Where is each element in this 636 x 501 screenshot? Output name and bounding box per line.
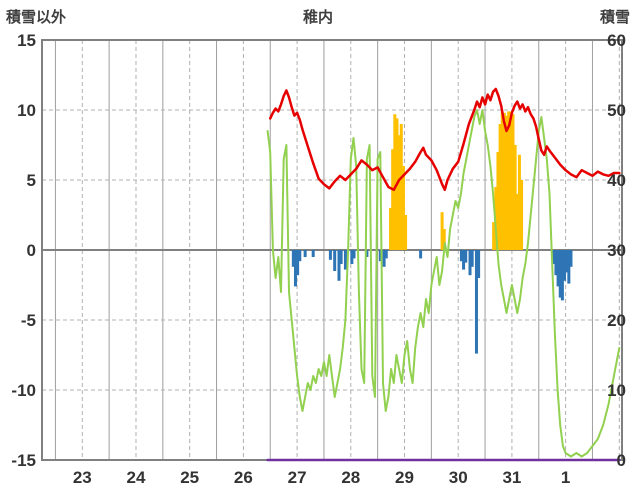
right-axis-tick: 0 [617, 451, 626, 470]
orange-bars-bar [440, 212, 444, 250]
x-axis-tick: 26 [234, 468, 253, 487]
orange-bars-bar [502, 112, 506, 250]
orange-bars-bar [507, 111, 511, 251]
left-axis-tick: 15 [17, 31, 36, 50]
right-axis-tick: 40 [607, 171, 626, 190]
blue-bars-bar [328, 250, 332, 260]
orange-bars-bar [520, 180, 524, 250]
chart-title: 稚内 [303, 8, 333, 26]
blue-bars-series [291, 250, 573, 354]
blue-bars-bar [365, 250, 369, 257]
x-axis-tick: 1 [561, 468, 570, 487]
blue-bars-bar [464, 250, 468, 263]
right-axis-tick: 20 [607, 311, 626, 330]
blue-bars-bar [378, 250, 382, 262]
blue-bars-bar [419, 250, 423, 259]
blue-bars-bar [569, 250, 573, 267]
left-axis-tick: 0 [27, 241, 36, 260]
x-axis-tick: 30 [449, 468, 468, 487]
x-axis-tick: 29 [395, 468, 414, 487]
blue-bars-bar [565, 250, 569, 273]
blue-bars-bar [291, 250, 295, 267]
blue-bars-bar [459, 250, 463, 262]
blue-bars-bar [477, 250, 481, 278]
x-axis-tick: 24 [127, 468, 146, 487]
left-axis-tick: 5 [27, 171, 36, 190]
orange-bars-bar [496, 152, 500, 250]
orange-bars-bar [404, 215, 408, 250]
orange-bars-bar [513, 145, 517, 250]
blue-bars-bar [563, 250, 567, 281]
blue-bars-bar [333, 250, 337, 271]
left-axis-title: 積雪以外 [5, 8, 66, 26]
blue-bars-bar [554, 250, 558, 276]
x-axis-tick: 27 [288, 468, 307, 487]
orange-bars-bar [393, 114, 397, 250]
right-axis-tick: 30 [607, 241, 626, 260]
blue-bars-bar [556, 250, 560, 287]
left-axis-tick: -5 [21, 311, 36, 330]
x-axis-tick: 23 [73, 468, 92, 487]
blue-bars-bar [298, 250, 302, 262]
right-axis-tick: 50 [607, 101, 626, 120]
blue-bars-bar [339, 250, 343, 264]
blue-bars-bar [296, 250, 300, 276]
blue-bars-bar [474, 250, 478, 354]
red-line-series [268, 87, 621, 192]
x-axis-tick: 25 [180, 468, 199, 487]
left-axis-tick: -10 [11, 381, 36, 400]
orange-bars-bar [399, 124, 403, 250]
right-axis-title: 積雪 [599, 8, 630, 26]
blue-bars-bar [352, 250, 356, 259]
blue-bars-bar [567, 250, 571, 284]
blue-bars-bar [337, 250, 341, 281]
blue-bars-bar [560, 250, 564, 301]
orange-bars-bar [511, 114, 515, 250]
x-axis-tick: 28 [341, 468, 360, 487]
series-layer [266, 87, 621, 462]
blue-bars-bar [303, 250, 307, 257]
orange-bars-bar [498, 124, 502, 250]
blue-bars-bar [470, 250, 474, 267]
x-axis-tick: 31 [502, 468, 521, 487]
blue-bars-bar [558, 250, 562, 298]
orange-bars-bar [397, 135, 401, 250]
blue-bars-bar [350, 250, 354, 264]
left-axis-tick: -15 [11, 451, 36, 470]
right-axis-tick: 10 [607, 381, 626, 400]
blue-bars-bar [384, 250, 388, 259]
blue-bars-bar [552, 250, 556, 264]
orange-bars-bar [517, 154, 521, 250]
blue-bars-bar [343, 250, 347, 270]
orange-bars-bar [442, 229, 446, 250]
blue-bars-bar [468, 250, 472, 276]
orange-bars-bar [500, 111, 504, 251]
orange-bars-bar [391, 149, 395, 250]
blue-bars-bar [462, 250, 466, 270]
blue-bars-bar [382, 250, 386, 267]
red-line [268, 87, 621, 192]
gridlines [42, 40, 622, 460]
orange-bars-series [389, 111, 524, 251]
orange-bars-bar [389, 208, 393, 250]
orange-bars-bar [509, 111, 513, 251]
left-axis-tick: 10 [17, 101, 36, 120]
orange-bars-bar [492, 222, 496, 250]
blue-bars-bar [293, 250, 297, 287]
right-axis-tick: 60 [607, 31, 626, 50]
orange-bars-bar [401, 166, 405, 250]
blue-bars-bar [311, 250, 315, 257]
orange-bars-bar [515, 194, 519, 250]
orange-bars-bar [505, 115, 509, 250]
